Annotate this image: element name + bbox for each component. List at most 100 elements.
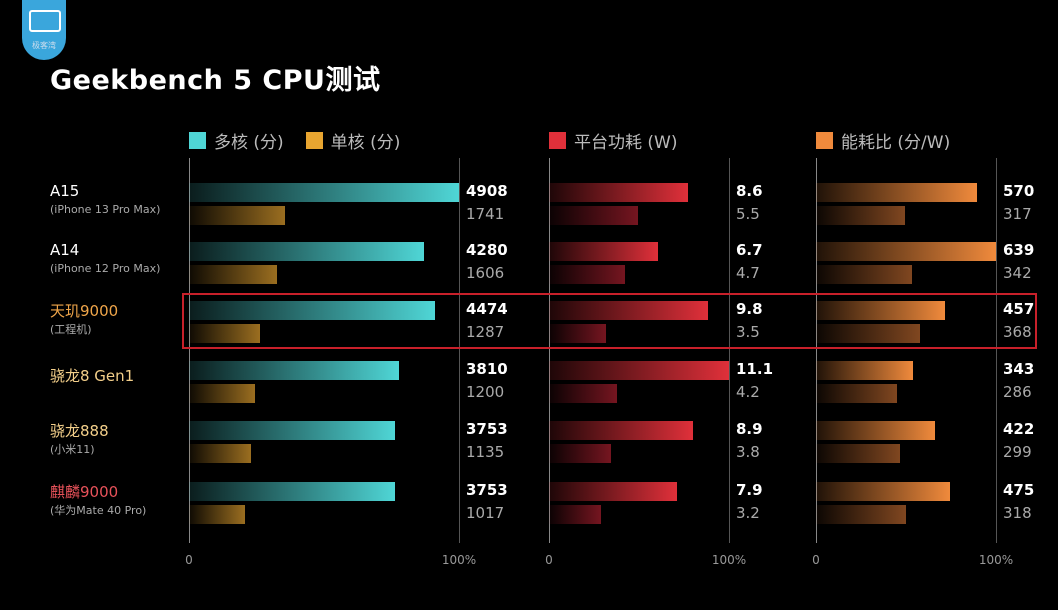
value-label: 3810 [466, 360, 508, 378]
legend-label: 平台功耗 (W) [574, 133, 678, 153]
value-label: 570 [1003, 182, 1035, 200]
legend-swatch [816, 132, 833, 149]
bar [549, 444, 611, 463]
bar [549, 421, 694, 440]
bar [816, 265, 913, 284]
legend-label: 能耗比 (分/W) [841, 133, 951, 153]
value-label: 457 [1003, 300, 1035, 318]
bar [189, 384, 255, 403]
axis-max-line [729, 158, 730, 543]
axis-max-line [459, 158, 460, 543]
legend-label: 多核 (分) [214, 133, 284, 153]
bar [189, 301, 436, 320]
tick-label: 0 [185, 553, 193, 567]
tick-label: 100% [441, 553, 477, 567]
category-sublabel: (iPhone 13 Pro Max) [50, 203, 161, 216]
category-label: 骁龙8 Gen1 [50, 367, 135, 385]
value-label: 1741 [466, 205, 505, 223]
value-label: 6.7 [736, 241, 763, 259]
value-label: 3.5 [736, 323, 760, 341]
category-sublabel: (华为Mate 40 Pro) [50, 504, 147, 517]
bar [549, 505, 601, 524]
bar [549, 361, 729, 380]
value-label: 422 [1003, 420, 1035, 438]
value-label: 368 [1003, 323, 1032, 341]
bar [816, 301, 945, 320]
bar [816, 444, 901, 463]
tick-label: 100% [978, 553, 1014, 567]
value-label: 1287 [466, 323, 505, 341]
bar [549, 324, 606, 343]
value-label: 9.8 [736, 300, 763, 318]
logo-text: 极客湾 [32, 41, 56, 50]
legend: 平台功耗 (W) [549, 128, 677, 153]
value-label: 4474 [466, 300, 508, 318]
bar [816, 324, 920, 343]
value-label: 4908 [466, 182, 508, 200]
value-label: 11.1 [736, 360, 774, 378]
bar [549, 265, 626, 284]
bar [549, 301, 708, 320]
value-label: 318 [1003, 504, 1032, 522]
category-sublabel: (iPhone 12 Pro Max) [50, 262, 161, 275]
value-label: 4.2 [736, 383, 760, 401]
value-label: 3.2 [736, 504, 760, 522]
bar [189, 421, 396, 440]
legend-swatch [189, 132, 206, 149]
bar [189, 206, 285, 225]
bar [816, 206, 906, 225]
value-label: 3753 [466, 420, 508, 438]
value-label: 7.9 [736, 481, 763, 499]
tick-label: 0 [812, 553, 820, 567]
legend: 多核 (分) 单核 (分) [189, 128, 400, 153]
bar [549, 384, 618, 403]
bar [189, 242, 425, 261]
category-sublabel: (工程机) [50, 323, 92, 336]
axis-zero-line [189, 158, 190, 543]
bar [816, 421, 935, 440]
category-sublabel: (小米11) [50, 443, 95, 456]
value-label: 4.7 [736, 264, 760, 282]
value-label: 5.5 [736, 205, 760, 223]
bar [549, 183, 689, 202]
bar [549, 482, 678, 501]
value-label: 3753 [466, 481, 508, 499]
gear-icon [29, 10, 61, 32]
legend: 能耗比 (分/W) [816, 128, 950, 153]
tick-label: 100% [711, 553, 747, 567]
value-label: 1200 [466, 383, 505, 401]
value-label: 8.6 [736, 182, 763, 200]
value-label: 1017 [466, 504, 505, 522]
bar [816, 482, 950, 501]
axis-max-line [996, 158, 997, 543]
bar [189, 482, 396, 501]
bar [549, 206, 639, 225]
bar [189, 444, 252, 463]
legend-label: 单核 (分) [330, 133, 401, 153]
value-label: 299 [1003, 443, 1032, 461]
legend-swatch [305, 132, 323, 149]
category-label: 骁龙888 [50, 422, 109, 440]
bar [816, 361, 913, 380]
bar [189, 183, 459, 202]
category-label: A14 [50, 241, 80, 259]
highlight-box [182, 293, 1037, 349]
axis-zero-line [549, 158, 550, 543]
value-label: 343 [1003, 360, 1035, 378]
bar [189, 324, 260, 343]
bar [189, 361, 399, 380]
value-label: 3.8 [736, 443, 760, 461]
axis-zero-line [816, 158, 817, 543]
category-label: 麒麟9000 [50, 483, 119, 501]
value-label: 4280 [466, 241, 508, 259]
bar [816, 242, 996, 261]
bar [189, 265, 278, 284]
bar [816, 183, 977, 202]
value-label: 342 [1003, 264, 1032, 282]
bar [549, 242, 658, 261]
value-label: 286 [1003, 383, 1032, 401]
category-label: A15 [50, 182, 80, 200]
value-label: 8.9 [736, 420, 763, 438]
chart-title: Geekbench 5 CPU测试 [50, 65, 381, 96]
tick-label: 0 [545, 553, 553, 567]
